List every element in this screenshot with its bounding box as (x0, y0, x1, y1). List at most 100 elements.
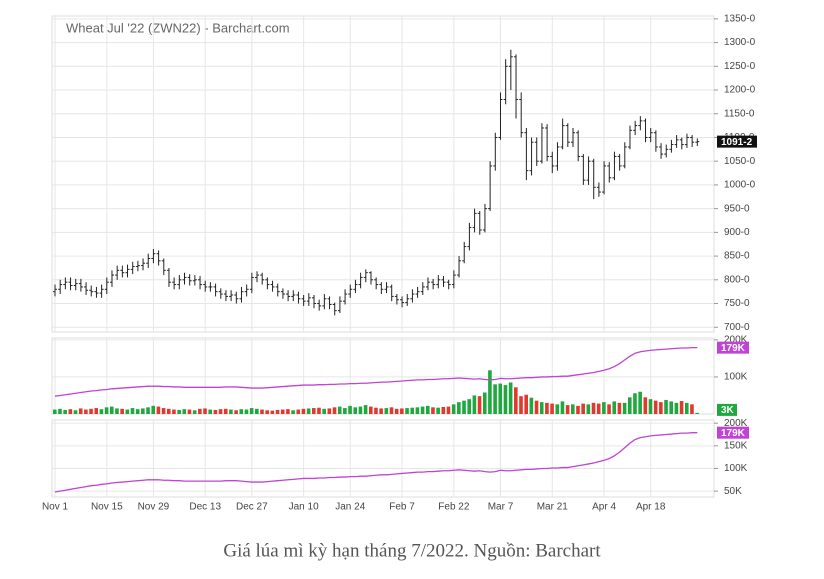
x-tick-label: Dec 27 (236, 502, 268, 513)
open-interest-line (54, 346, 698, 397)
volume-bar (353, 407, 358, 414)
volume-bar (265, 410, 269, 414)
volume-bar (659, 402, 663, 414)
x-tick-label: Apr 4 (592, 502, 616, 513)
volume-bar (555, 404, 560, 414)
volume-bar (63, 409, 67, 414)
volume-bar (291, 410, 295, 414)
volume-panel (51, 337, 715, 415)
volume-bar (130, 408, 135, 414)
volume-bar (280, 409, 285, 414)
volume-bar (457, 402, 461, 414)
volume-bar (679, 401, 684, 414)
volume-bar (415, 407, 420, 414)
volume-bar (301, 408, 306, 414)
oi-badge-label: 179K (721, 343, 746, 354)
volume-bar (146, 407, 150, 414)
volume-bar (172, 409, 176, 414)
y-tick-label: 900-0 (724, 227, 750, 238)
volume-bar (192, 410, 197, 414)
volume-bar (275, 409, 280, 414)
volume-bar (198, 408, 202, 414)
volume-bar (436, 407, 440, 414)
volume-bar (73, 410, 78, 414)
volume-bar (203, 408, 207, 414)
volume-bar (120, 408, 124, 414)
volume-bar (348, 405, 352, 414)
volume-bar (78, 408, 83, 414)
volume-bar (337, 406, 342, 414)
volume-bar (156, 406, 161, 414)
volume-bar (89, 408, 93, 414)
volume-bar (586, 404, 591, 414)
volume-bar (648, 399, 653, 414)
y-tick-label: 1150-0 (724, 108, 755, 119)
volume-bar (343, 408, 347, 414)
volume-bar (104, 407, 109, 414)
volume-bar (384, 408, 389, 414)
volume-bar (627, 397, 632, 414)
volume-bar (674, 402, 679, 414)
volume-bar (695, 412, 699, 414)
volume-bar (524, 394, 528, 414)
volume-bar (420, 406, 425, 414)
volume-bar (664, 399, 668, 414)
oi-badge (717, 341, 749, 354)
volume-bar (234, 410, 238, 414)
volume-bar (187, 409, 192, 414)
x-tick-label: Nov 29 (138, 502, 170, 513)
y-tick-label: 1300-0 (724, 37, 756, 48)
volume-bar (539, 402, 544, 414)
volume-bar (260, 409, 264, 414)
volume-bar (472, 395, 477, 414)
volume-bar (166, 408, 171, 414)
volume-bar (244, 409, 249, 414)
volume-bar (161, 408, 166, 414)
volume-bar (208, 409, 212, 414)
x-tick-label: Nov 1 (42, 502, 69, 513)
volume-bar (229, 409, 233, 414)
chart-title: Wheat Jul '22 (ZWN22) - Barchart.com (66, 20, 290, 35)
volume-bar (653, 400, 658, 414)
open-interest-line (54, 432, 698, 493)
volume-bar (446, 406, 451, 414)
volume-bar (596, 403, 601, 414)
volume-bar (213, 409, 218, 414)
x-tick-label: Feb 7 (389, 502, 415, 513)
volume-bar (612, 401, 617, 414)
volume-bar (633, 393, 637, 414)
x-tick-label: Nov 15 (91, 502, 123, 513)
y-tick-label: 700-0 (724, 322, 750, 333)
volume-bar (99, 409, 104, 414)
volume-bar (565, 405, 570, 414)
last-price-badge-label: 1091-2 (721, 137, 753, 148)
volume-bar (451, 404, 456, 414)
volume-bar (358, 406, 363, 414)
volume-bar (368, 406, 373, 414)
y-tick-label: 200K (724, 334, 748, 345)
oi-badge-label: 179K (721, 428, 746, 439)
y-tick-label: 200K (724, 418, 748, 429)
volume-bar (690, 404, 694, 414)
x-tick-label: Feb 22 (438, 502, 470, 513)
caption: Giá lúa mì kỳ hạn tháng 7/2022. Nguồn: B… (223, 540, 601, 561)
volume-bar (255, 408, 259, 414)
volume-bar (684, 402, 689, 414)
volume-bar (141, 408, 145, 414)
volume-bar (425, 405, 430, 414)
volume-bar (560, 401, 565, 414)
x-tick-label: Mar 21 (537, 502, 569, 513)
y-tick-label: 850-0 (724, 251, 750, 262)
volume-bar (363, 405, 368, 414)
volume-bar (498, 383, 503, 414)
volume-bar (306, 408, 311, 414)
y-tick-label: 1250-0 (724, 61, 756, 72)
volume-bar (394, 408, 399, 414)
volume-bar (332, 407, 337, 414)
y-tick-label: 150K (724, 440, 748, 451)
volume-bar (249, 408, 254, 414)
volume-bar (115, 408, 119, 414)
volume-bar (571, 404, 575, 414)
